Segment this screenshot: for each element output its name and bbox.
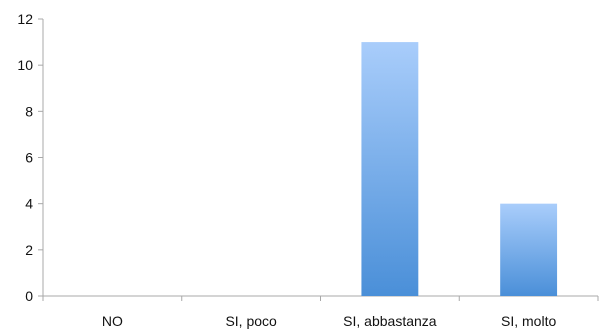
y-tick-label: 4: [25, 196, 33, 212]
y-tick-label: 2: [25, 242, 33, 258]
x-category-label: SI, molto: [501, 313, 556, 329]
y-tick-label: 6: [25, 150, 33, 166]
x-category-label: SI, poco: [225, 313, 277, 329]
bar-2: [361, 42, 419, 297]
y-tick-label: 8: [25, 103, 33, 119]
y-tick-label: 10: [17, 57, 33, 73]
y-axis: 0 2 4 6 8 10 12: [17, 11, 44, 304]
y-tick-label: 12: [17, 11, 33, 27]
y-tick-label: 0: [25, 288, 33, 304]
x-axis: NO SI, poco SI, abbastanza SI, molto: [42, 295, 599, 329]
x-category-label: SI, abbastanza: [343, 313, 437, 329]
bars: [361, 42, 558, 297]
bar-3: [500, 203, 558, 296]
x-category-label: NO: [102, 313, 123, 329]
